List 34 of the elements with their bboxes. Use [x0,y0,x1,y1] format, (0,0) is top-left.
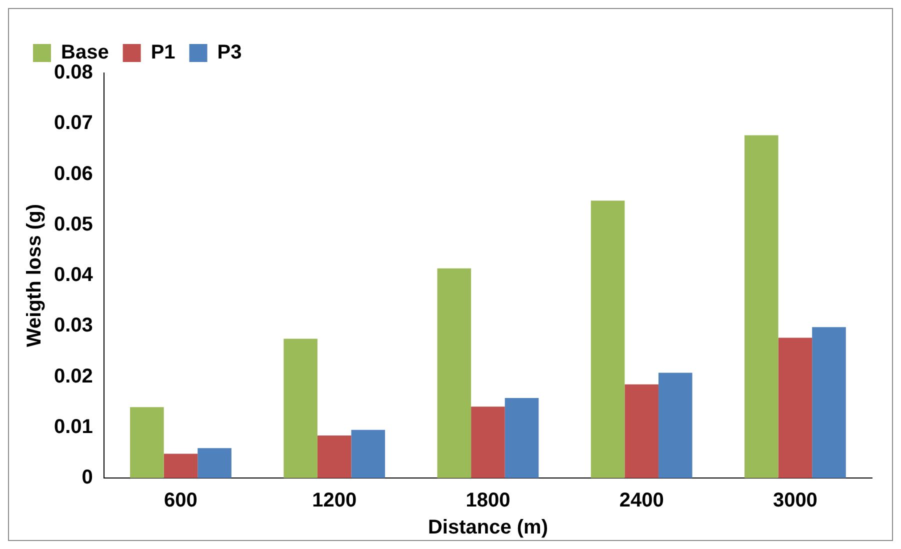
x-tick-label: 1800 [466,490,510,512]
bar [317,435,352,478]
bar [198,448,232,478]
x-tick-label: 1200 [312,490,357,512]
bar [590,200,625,478]
y-tick-label: 0.08 [54,62,93,84]
y-tick-label: 0.03 [54,314,93,337]
bar [504,398,539,478]
y-axis-title: Weigth loss (g) [24,204,46,347]
y-tick-label: 0.01 [54,416,93,438]
x-tick-label: 600 [164,490,198,512]
bar [744,135,778,478]
x-tick-label: 3000 [772,490,818,512]
bar [658,372,692,478]
bar [437,268,472,478]
bar [284,338,318,478]
bar [164,454,198,478]
x-axis-title: Distance (m) [428,516,548,539]
bar [812,327,846,478]
y-tick-label: 0.02 [54,365,93,388]
bar [778,338,812,478]
y-tick-label: 0.07 [54,112,93,134]
bar [130,407,164,478]
legend-label: Base [61,42,109,64]
y-tick-label: 0.06 [54,162,93,185]
bar [624,384,658,478]
y-tick-label: 0.05 [54,213,93,236]
bar [471,406,505,478]
legend-label: P1 [150,42,176,64]
legend-label: P3 [217,42,242,64]
x-tick-label: 2400 [619,490,664,512]
y-tick-label: 0 [82,466,93,489]
y-tick-label: 0.04 [54,264,94,286]
bar [351,430,386,478]
